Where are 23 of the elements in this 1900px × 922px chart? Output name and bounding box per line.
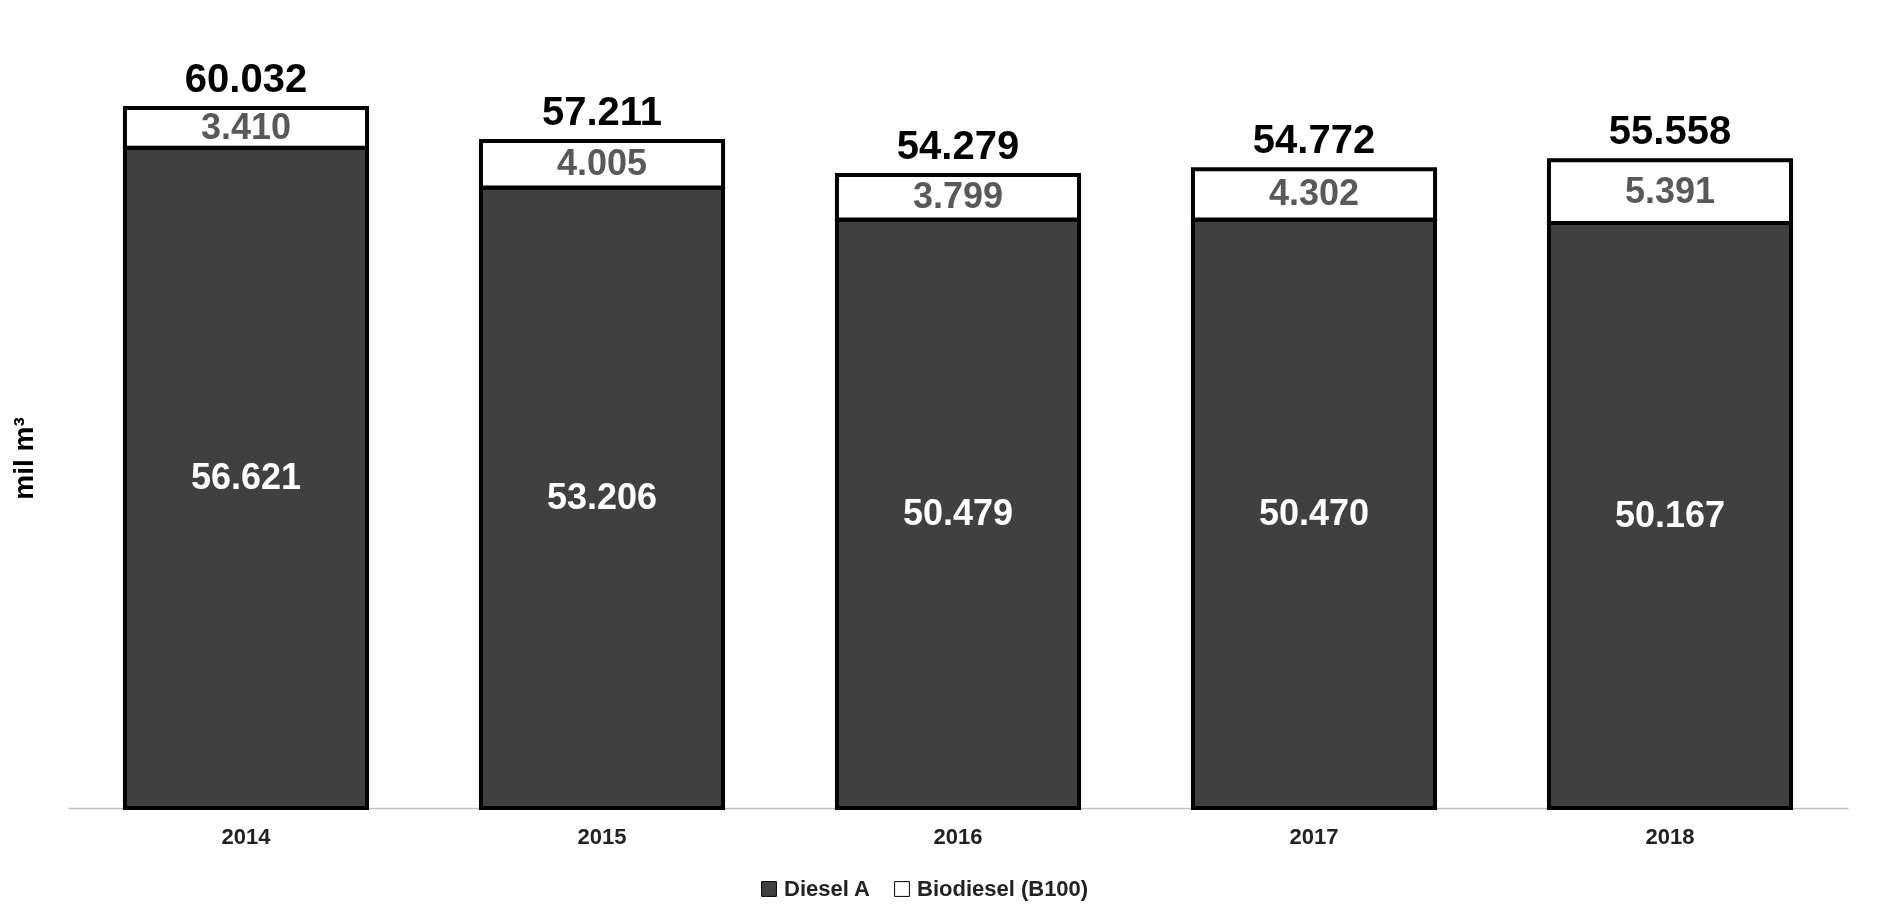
data-label: 5.391 (1624, 169, 1716, 211)
total-label: 54.279 (896, 123, 1020, 168)
data-label: 50.470 (1258, 491, 1370, 533)
data-label: 56.621 (190, 455, 302, 497)
data-label: 50.167 (1614, 493, 1726, 535)
data-label: 3.410 (200, 105, 292, 147)
data-label: 53.206 (546, 475, 658, 517)
data-label: 50.479 (902, 491, 1014, 533)
legend-label: Diesel A (784, 876, 871, 901)
data-label: 3.799 (912, 175, 1004, 217)
x-tick-label: 2014 (221, 823, 272, 849)
data-label: 4.005 (556, 142, 648, 184)
x-tick-label: 2018 (1645, 823, 1695, 849)
y-axis-title: mil m³ (7, 417, 39, 500)
total-label: 60.032 (184, 56, 308, 100)
total-label: 55.558 (1608, 108, 1732, 153)
legend-label: Biodiesel (B100) (917, 876, 1089, 901)
data-label: 4.302 (1268, 172, 1360, 214)
x-tick-label: 2015 (577, 823, 627, 849)
x-tick-label: 2017 (1289, 823, 1339, 849)
x-tick-label: 2016 (933, 823, 983, 849)
total-label: 57.211 (541, 88, 663, 133)
total-label: 54.772 (1252, 117, 1376, 162)
